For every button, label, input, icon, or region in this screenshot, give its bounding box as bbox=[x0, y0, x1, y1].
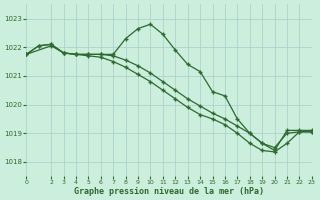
X-axis label: Graphe pression niveau de la mer (hPa): Graphe pression niveau de la mer (hPa) bbox=[74, 187, 264, 196]
